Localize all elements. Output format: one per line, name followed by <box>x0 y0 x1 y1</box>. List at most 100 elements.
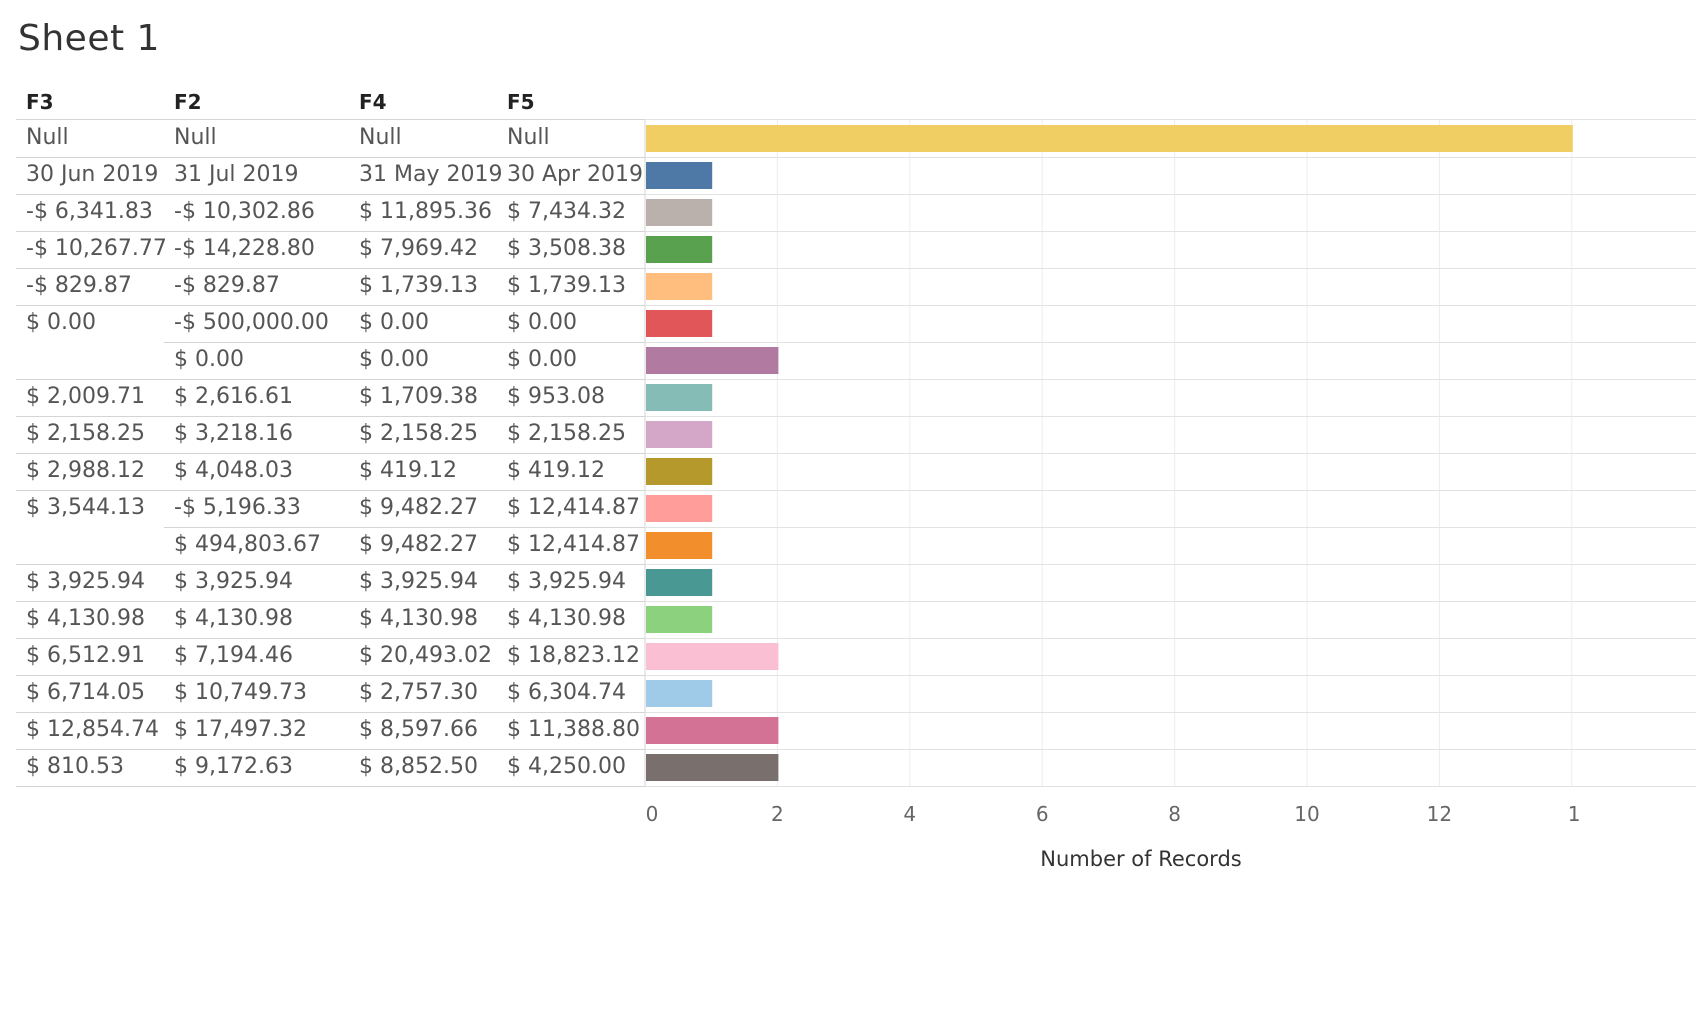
cell-f5[interactable]: $ 953.08 <box>507 384 605 409</box>
cell-f5[interactable]: $ 12,414.87 <box>507 532 640 557</box>
cell-f2[interactable]: $ 17,497.32 <box>174 717 307 742</box>
cell-f2[interactable]: -$ 14,228.80 <box>174 236 315 261</box>
cell-f5[interactable]: $ 3,925.94 <box>507 569 626 594</box>
cell-f5[interactable]: $ 2,158.25 <box>507 421 626 446</box>
cell-f4[interactable]: $ 0.00 <box>359 310 429 335</box>
cell-f3[interactable]: $ 3,925.94 <box>26 569 145 594</box>
cell-f5[interactable]: $ 6,304.74 <box>507 680 626 705</box>
bar[interactable] <box>646 347 779 374</box>
bar[interactable] <box>646 569 713 596</box>
bar[interactable] <box>646 384 713 411</box>
cell-f5[interactable]: Null <box>507 125 550 150</box>
cell-f4[interactable]: $ 8,852.50 <box>359 754 478 779</box>
bar[interactable] <box>646 680 713 707</box>
row-divider <box>16 157 645 158</box>
cell-f5[interactable]: $ 18,823.12 <box>507 643 640 668</box>
bar[interactable] <box>646 606 713 633</box>
cell-f2[interactable]: $ 4,130.98 <box>174 606 293 631</box>
cell-f2[interactable]: $ 494,803.67 <box>174 532 321 557</box>
column-header-f5[interactable]: F5 <box>507 90 535 114</box>
cell-f4[interactable]: $ 3,925.94 <box>359 569 478 594</box>
cell-f5[interactable]: 30 Apr 2019 <box>507 162 644 187</box>
cell-f5[interactable]: $ 1,739.13 <box>507 273 626 298</box>
cell-f3[interactable]: $ 6,512.91 <box>26 643 145 668</box>
cell-f3[interactable]: $ 2,158.25 <box>26 421 145 446</box>
column-header-f3[interactable]: F3 <box>26 90 54 114</box>
cell-f4[interactable]: $ 1,709.38 <box>359 384 478 409</box>
cell-f5[interactable]: $ 0.00 <box>507 347 577 372</box>
cell-f2[interactable]: $ 9,172.63 <box>174 754 293 779</box>
cell-f5[interactable]: $ 11,388.80 <box>507 717 640 742</box>
cell-f3[interactable]: $ 2,009.71 <box>26 384 145 409</box>
cell-f5[interactable]: $ 7,434.32 <box>507 199 626 224</box>
bar[interactable] <box>646 125 1573 152</box>
cell-f2[interactable]: 31 Jul 2019 <box>174 162 299 187</box>
cell-f3[interactable]: 30 Jun 2019 <box>26 162 159 187</box>
cell-f2[interactable]: Null <box>174 125 217 150</box>
cell-f4[interactable]: $ 1,739.13 <box>359 273 478 298</box>
cell-f3[interactable]: Null <box>26 125 69 150</box>
cell-f2[interactable]: -$ 829.87 <box>174 273 280 298</box>
bar[interactable] <box>646 273 713 300</box>
bar[interactable] <box>646 162 713 189</box>
x-tick-label: 4 <box>903 802 916 826</box>
cell-f4[interactable]: $ 20,493.02 <box>359 643 492 668</box>
cell-f4[interactable]: $ 9,482.27 <box>359 532 478 557</box>
cell-f4[interactable]: $ 8,597.66 <box>359 717 478 742</box>
cell-f2[interactable]: $ 0.00 <box>174 347 244 372</box>
cell-f4[interactable]: $ 4,130.98 <box>359 606 478 631</box>
cell-f4[interactable]: $ 11,895.36 <box>359 199 492 224</box>
cell-f2[interactable]: $ 2,616.61 <box>174 384 293 409</box>
cell-f2[interactable]: -$ 5,196.33 <box>174 495 301 520</box>
cell-f2[interactable]: $ 10,749.73 <box>174 680 307 705</box>
cell-f3[interactable]: $ 12,854.74 <box>26 717 159 742</box>
cell-f5[interactable]: $ 12,414.87 <box>507 495 640 520</box>
cell-f5[interactable]: $ 4,130.98 <box>507 606 626 631</box>
cell-f5[interactable]: $ 419.12 <box>507 458 605 483</box>
cell-f3[interactable]: $ 3,544.13 <box>26 495 145 520</box>
bar[interactable] <box>646 199 713 226</box>
bar[interactable] <box>646 532 713 559</box>
bar[interactable] <box>646 643 779 670</box>
cell-f3[interactable]: -$ 10,267.77 <box>26 236 167 261</box>
row-divider <box>16 786 645 787</box>
column-header-f4[interactable]: F4 <box>359 90 387 114</box>
bar[interactable] <box>646 717 779 744</box>
cell-f3[interactable]: $ 6,714.05 <box>26 680 145 705</box>
cell-f3[interactable]: $ 2,988.12 <box>26 458 145 483</box>
cell-f3[interactable]: -$ 829.87 <box>26 273 132 298</box>
cell-f4[interactable]: $ 2,757.30 <box>359 680 478 705</box>
row-divider <box>16 712 645 713</box>
x-axis-title: Number of Records <box>1040 847 1241 871</box>
bar[interactable] <box>646 495 713 522</box>
cell-f2[interactable]: -$ 500,000.00 <box>174 310 329 335</box>
cell-f5[interactable]: $ 4,250.00 <box>507 754 626 779</box>
cell-f3[interactable]: -$ 6,341.83 <box>26 199 153 224</box>
cell-f4[interactable]: $ 9,482.27 <box>359 495 478 520</box>
cell-f4[interactable]: 31 May 2019 <box>359 162 503 187</box>
cell-f5[interactable]: $ 0.00 <box>507 310 577 335</box>
cell-f4[interactable]: $ 0.00 <box>359 347 429 372</box>
cell-f4[interactable]: $ 2,158.25 <box>359 421 478 446</box>
cell-f3[interactable]: $ 4,130.98 <box>26 606 145 631</box>
bar[interactable] <box>646 421 713 448</box>
cell-f3[interactable]: $ 0.00 <box>26 310 96 335</box>
cell-f2[interactable]: $ 3,925.94 <box>174 569 293 594</box>
cell-f2[interactable]: -$ 10,302.86 <box>174 199 315 224</box>
bar[interactable] <box>646 458 713 485</box>
cell-f4[interactable]: $ 7,969.42 <box>359 236 478 261</box>
x-tick-label: 0 <box>646 802 659 826</box>
cell-f4[interactable]: Null <box>359 125 402 150</box>
cell-f2[interactable]: $ 3,218.16 <box>174 421 293 446</box>
bar[interactable] <box>646 236 713 263</box>
cell-f3[interactable]: $ 810.53 <box>26 754 124 779</box>
bar[interactable] <box>646 754 779 781</box>
cell-f5[interactable]: $ 3,508.38 <box>507 236 626 261</box>
bar[interactable] <box>646 310 713 337</box>
cell-f4[interactable]: $ 419.12 <box>359 458 457 483</box>
row-divider <box>16 675 645 676</box>
column-header-f2[interactable]: F2 <box>174 90 202 114</box>
cell-f2[interactable]: $ 4,048.03 <box>174 458 293 483</box>
cell-f2[interactable]: $ 7,194.46 <box>174 643 293 668</box>
